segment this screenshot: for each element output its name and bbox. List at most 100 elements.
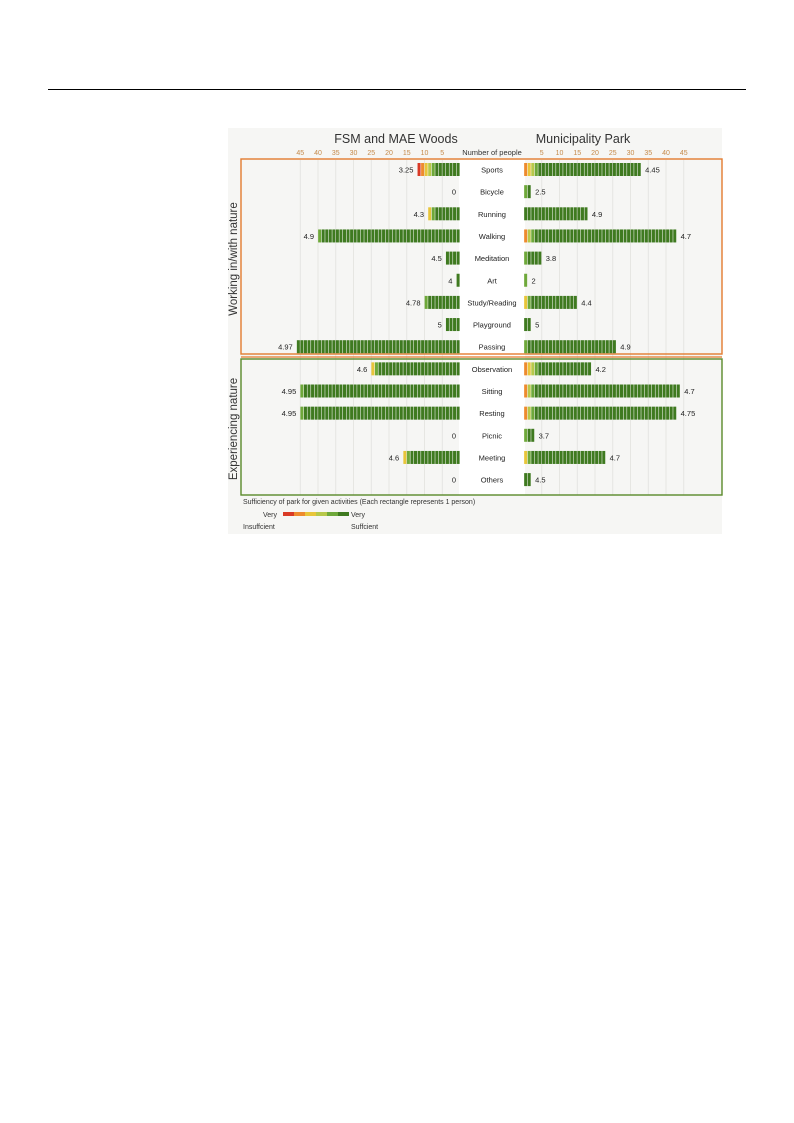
bar-cell-left-passing xyxy=(414,340,417,354)
bar-cell-right-observation xyxy=(588,362,592,376)
bar-cell-right-sitting xyxy=(630,384,634,398)
bar-cell-right-sports xyxy=(549,163,552,176)
bar-cell-left-sitting xyxy=(385,384,389,398)
bar-cell-left-resting xyxy=(314,406,318,420)
category-label-passing: Passing xyxy=(479,343,506,352)
bar-cell-right-sitting xyxy=(588,384,592,398)
bar-cell-right-meeting xyxy=(591,450,595,464)
bar-cell-right-running xyxy=(580,207,584,221)
bar-cell-left-sitting xyxy=(417,384,421,398)
bar-cell-left-walking xyxy=(453,229,457,243)
score-label-right-walking: 4.7 xyxy=(681,232,691,241)
score-label-right-others: 4.5 xyxy=(535,476,545,485)
bar-cell-right-walking xyxy=(616,229,620,243)
bar-cell-left-sitting xyxy=(382,384,386,398)
bar-cell-left-resting xyxy=(403,406,407,420)
bar-cell-left-sports xyxy=(449,163,453,176)
bar-cell-right-study-reading xyxy=(573,295,577,309)
tick-label-left: 20 xyxy=(385,150,393,157)
bar-cell-right-walking xyxy=(609,229,613,243)
tick-label-right: 15 xyxy=(573,150,581,157)
bar-cell-left-meeting xyxy=(403,450,407,464)
bar-cell-left-passing xyxy=(364,340,368,354)
bar-cell-left-observation xyxy=(453,362,457,376)
tick-label-left: 15 xyxy=(403,150,411,157)
bar-cell-right-passing xyxy=(588,340,592,354)
bar-cell-left-passing xyxy=(421,340,425,354)
bar-cell-right-resting xyxy=(591,406,595,420)
bar-cell-left-observation xyxy=(442,362,446,376)
score-label-left-playground: 5 xyxy=(438,321,442,330)
category-label-study-reading: Study/Reading xyxy=(467,298,516,307)
bar-cell-right-sports xyxy=(545,163,549,176)
bar-cell-right-sitting xyxy=(655,384,659,398)
tick-label-right: 20 xyxy=(591,150,599,157)
bar-cell-right-sitting xyxy=(531,384,535,398)
bar-cell-right-meeting xyxy=(566,450,570,464)
bar-cell-left-sports xyxy=(438,163,442,176)
bar-cell-left-passing xyxy=(350,340,354,354)
legend-high-label-1: Very xyxy=(351,512,366,519)
bar-cell-right-resting xyxy=(559,406,563,420)
bar-cell-right-sports xyxy=(541,163,545,176)
bar-cell-right-walking xyxy=(655,229,659,243)
bar-cell-right-walking xyxy=(595,229,599,243)
bar-cell-left-observation xyxy=(414,362,417,376)
bar-cell-right-observation xyxy=(580,362,584,376)
bar-cell-left-running xyxy=(435,207,439,221)
chart-text: FSM and MAE Woods Municipality Park Numb… xyxy=(228,132,695,531)
bar-cell-left-study-reading xyxy=(431,295,435,309)
bar-cell-left-sitting xyxy=(350,384,354,398)
bar-cell-left-sitting xyxy=(445,384,449,398)
bar-cell-right-running xyxy=(524,207,528,221)
bar-cell-left-sports xyxy=(428,163,432,176)
bar-cell-right-walking xyxy=(531,229,535,243)
category-label-bicycle: Bicycle xyxy=(480,188,504,197)
bar-cell-left-passing xyxy=(406,340,410,354)
bar-cell-left-passing xyxy=(296,340,300,354)
bar-cell-right-meeting xyxy=(531,450,535,464)
bar-cell-right-others xyxy=(527,473,531,487)
bar-cell-left-sports xyxy=(442,163,446,176)
bar-cell-right-meeting xyxy=(602,450,606,464)
bar-cell-left-walking xyxy=(374,229,378,243)
category-label-walking: Walking xyxy=(479,232,505,241)
bar-cell-left-study-reading xyxy=(428,295,432,309)
bar-cell-left-sitting xyxy=(360,384,364,398)
score-label-left-sports: 3.25 xyxy=(399,166,414,175)
bar-cell-right-sports xyxy=(602,163,606,176)
category-label-sports: Sports xyxy=(481,166,503,175)
bar-cell-left-sitting xyxy=(453,384,457,398)
bar-cell-left-sitting xyxy=(307,384,311,398)
score-label-right-art: 2 xyxy=(532,276,536,285)
bar-cell-right-meditation xyxy=(534,251,538,265)
bar-cell-right-resting xyxy=(549,406,552,420)
frame-working xyxy=(240,158,723,355)
bar-cell-right-resting xyxy=(602,406,606,420)
bar-cell-left-sitting xyxy=(339,384,343,398)
bar-cell-right-meeting xyxy=(580,450,584,464)
bar-cell-right-walking xyxy=(573,229,577,243)
bar-cell-left-walking xyxy=(346,229,350,243)
bar-cell-right-passing xyxy=(602,340,606,354)
bar-cell-right-sitting xyxy=(559,384,563,398)
bar-cell-right-sitting xyxy=(570,384,574,398)
bar-cell-right-sitting xyxy=(620,384,623,398)
bar-cell-left-meeting xyxy=(424,450,428,464)
bar-cell-left-sitting xyxy=(328,384,332,398)
bar-cell-right-sitting xyxy=(666,384,670,398)
bar-cell-right-walking xyxy=(598,229,602,243)
bar-cell-left-running xyxy=(431,207,435,221)
bar-cell-left-observation xyxy=(374,362,378,376)
bar-cell-right-meditation xyxy=(531,251,535,265)
bar-cell-right-resting xyxy=(651,406,655,420)
bar-cell-right-resting xyxy=(563,406,567,420)
bar-cell-left-resting xyxy=(414,406,417,420)
title-left: FSM and MAE Woods xyxy=(334,132,457,146)
bar-cell-right-passing xyxy=(609,340,613,354)
bar-cell-left-observation xyxy=(428,362,432,376)
bar-cell-right-sports xyxy=(566,163,570,176)
bar-cell-right-study-reading xyxy=(524,295,528,309)
score-label-left-study-reading: 4.78 xyxy=(406,298,421,307)
